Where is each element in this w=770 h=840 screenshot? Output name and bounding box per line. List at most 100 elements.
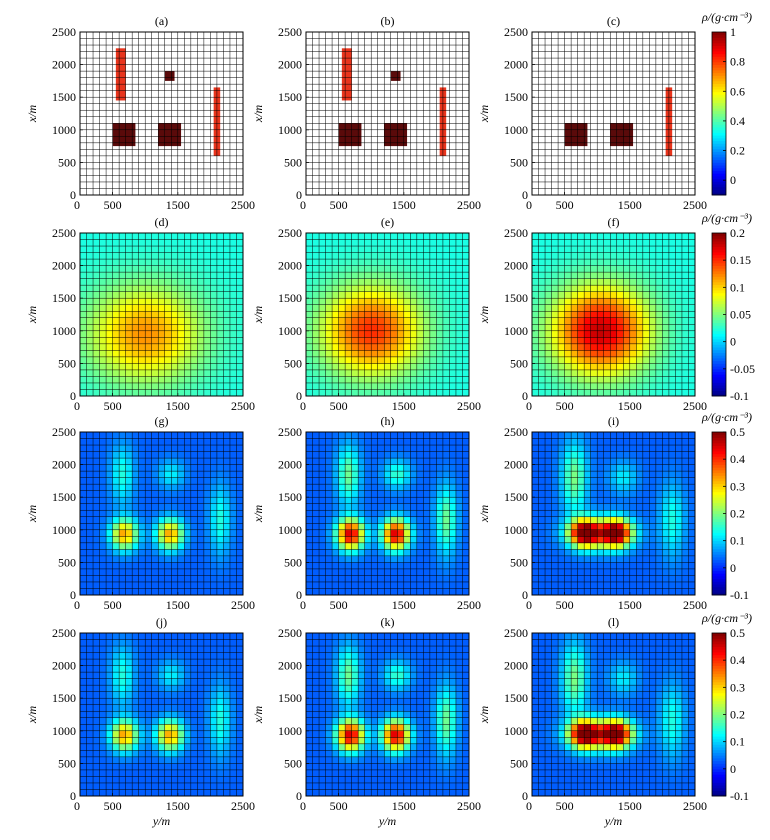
heat-cell (223, 311, 231, 319)
heat-cell (236, 555, 244, 563)
heat-cell (590, 458, 598, 465)
heat-cell (351, 484, 359, 491)
heat-cell (80, 730, 87, 738)
heat-cell (338, 490, 346, 498)
heat-cell (171, 272, 179, 279)
heat-cell (86, 330, 94, 338)
heat-cell (590, 363, 598, 371)
heat-cell (668, 477, 676, 485)
heat-cell (338, 516, 346, 524)
heat-cell (190, 523, 198, 531)
colorbar-swatch (712, 357, 726, 362)
heat-cell (358, 464, 365, 472)
heat-cell (668, 246, 676, 253)
heat-cell (229, 523, 237, 531)
heat-cell (681, 246, 689, 253)
heat-cell (403, 432, 411, 439)
heat-cell (171, 363, 179, 371)
heat-cell (86, 484, 94, 491)
heat-cell (423, 337, 431, 345)
colorbar-tick-label: 0.2 (730, 507, 745, 521)
heat-cell (210, 581, 218, 589)
heat-cell (312, 575, 320, 583)
heat-cell (597, 503, 605, 511)
heat-cell (112, 717, 120, 725)
heat-cell (93, 555, 100, 563)
heat-cell (429, 233, 437, 240)
colorbar-swatch (712, 382, 726, 386)
heat-cell (538, 503, 546, 511)
heat-cell (164, 477, 172, 485)
heat-cell (636, 503, 644, 511)
heat-cell (132, 350, 139, 358)
heat-cell (93, 337, 100, 345)
heat-cell (649, 298, 657, 306)
heat-cell (119, 678, 126, 686)
heat-cell (423, 356, 431, 364)
colorbar-swatch (712, 175, 726, 180)
heat-cell (584, 363, 591, 371)
heat-cell (164, 464, 172, 472)
heat-cell (584, 523, 591, 531)
heat-cell (106, 382, 113, 390)
heat-cell (590, 510, 598, 518)
heat-cell (351, 376, 359, 384)
heat-cell (203, 562, 211, 570)
heat-cell (429, 350, 437, 358)
heat-cell (423, 317, 431, 325)
heat-cell (584, 389, 591, 397)
heat-cell (688, 252, 696, 260)
heat-cell (210, 484, 218, 491)
heat-cell (629, 330, 637, 338)
heat-cell (338, 324, 346, 332)
heat-cell (668, 363, 676, 371)
heat-cell (358, 523, 365, 531)
heat-cell (364, 304, 372, 312)
x-tick-label: 500 (330, 399, 348, 413)
heat-cell (384, 259, 392, 266)
heat-cell (112, 363, 120, 371)
heat-cell (455, 568, 463, 576)
heat-cell (377, 356, 385, 364)
heat-cell (99, 704, 107, 712)
heat-cell (429, 464, 437, 472)
heat-cell (449, 285, 457, 292)
heat-cell (545, 298, 552, 306)
heat-cell (423, 432, 431, 439)
heat-cell (390, 497, 398, 505)
heat-cell (325, 575, 333, 583)
heat-cell (138, 769, 146, 777)
heat-cell (229, 272, 237, 279)
heat-cell (462, 490, 470, 498)
heat-cell (410, 464, 418, 472)
heat-cell (429, 484, 437, 491)
heat-cell (681, 497, 689, 505)
heat-cell (403, 363, 411, 371)
heat-cell (442, 575, 450, 583)
heat-cell (390, 464, 398, 472)
heat-cell (364, 350, 372, 358)
heat-cell (145, 756, 153, 764)
colorbar-swatch (712, 578, 726, 582)
heat-cell (236, 581, 244, 589)
heat-cell (455, 445, 463, 452)
heat-cell (306, 246, 313, 253)
heat-cell (112, 782, 120, 790)
heat-cell (675, 588, 683, 596)
heat-cell (538, 464, 546, 472)
heat-cell (429, 516, 437, 524)
heat-cell (145, 239, 153, 247)
heat-cell (551, 382, 559, 390)
heat-cell (649, 337, 657, 345)
heat-cell (681, 562, 689, 570)
heat-cell (119, 536, 126, 544)
anomaly-block-left (564, 123, 588, 147)
heat-cell (358, 311, 365, 319)
y-tick-label: 0 (296, 389, 302, 403)
heat-cell (449, 523, 457, 531)
heat-cell (164, 575, 172, 583)
heat-cell (584, 568, 591, 576)
heat-cell (364, 343, 372, 351)
heat-cell (86, 750, 94, 758)
colorbar-swatch (712, 322, 726, 326)
